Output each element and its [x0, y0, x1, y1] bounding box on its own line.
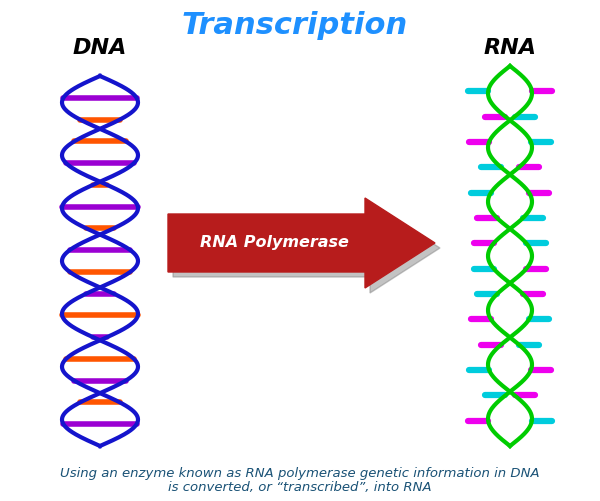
Text: RNA: RNA [484, 38, 536, 58]
Text: DNA: DNA [73, 38, 127, 58]
Text: Using an enzyme known as RNA polymerase genetic information in DNA: Using an enzyme known as RNA polymerase … [60, 466, 540, 479]
FancyArrow shape [173, 203, 440, 294]
Text: RNA Polymerase: RNA Polymerase [200, 234, 349, 249]
FancyArrow shape [168, 198, 435, 289]
Text: Transcription: Transcription [182, 11, 408, 40]
Text: is converted, or “transcribed”, into RNA: is converted, or “transcribed”, into RNA [168, 480, 432, 493]
